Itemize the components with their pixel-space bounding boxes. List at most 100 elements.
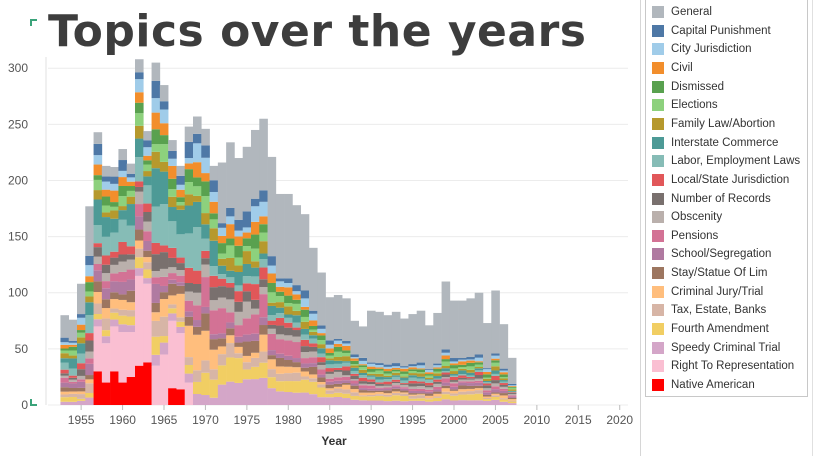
legend-item[interactable]: Fourth Amendment [652,321,769,337]
bar-segment-1958-criminal-jury-trial [101,308,111,319]
bar-segment-1987-civil [342,345,351,351]
legend-swatch [652,304,664,317]
bar-segment-1976-stay-statue-of-lim [251,340,260,353]
bar-segment-1966-elections [168,189,177,197]
x-tick-label: 1985 [316,413,343,427]
bar-segment-1980-civil [284,287,293,296]
bar-segment-1981-family-law-abortion [292,310,302,316]
bar-segment-1956-obscenity [85,351,94,359]
bar-segment-1988-general [350,320,360,355]
legend-item[interactable]: Speedy Criminal Trial [652,340,780,356]
legend-item[interactable]: Criminal Jury/Trial [652,284,763,300]
bar-segment-1955-speedy-criminal-trial [77,400,86,405]
legend-item[interactable]: School/Segregation [652,246,771,262]
bar-segment-1975-interstate-commerce [242,263,252,277]
legend-item[interactable]: Local/State Jurisdiction [652,172,789,188]
bar-segment-1979-local-state-jurisdiction [275,317,285,326]
bar-segment-1964-labor-employment-laws [151,206,161,243]
bar-segment-1993-speedy-criminal-trial [391,400,401,405]
bar-segment-1966-pensions [168,273,177,280]
bar-segment-2002-dismissed [466,362,476,367]
legend-item[interactable]: Family Law/Abortion [652,116,775,132]
bar-segment-1969-local-state-jurisdiction [193,270,202,284]
bar-segment-1976-speedy-criminal-trial [251,379,260,405]
bar-segment-2002-civil [466,360,476,363]
legend-item[interactable]: Right To Representation [652,358,794,374]
bar-segment-1972-criminal-jury-trial [217,346,227,355]
legend-item[interactable]: Tax, Estate, Banks [652,302,766,318]
bar-segment-2006-labor-employment-laws [499,381,509,384]
legend-item[interactable]: Elections [652,97,718,113]
bar-segment-1987-number-of-records [342,370,351,376]
bar-segment-1990-obscenity [367,384,376,386]
bar-segment-1981-local-state-jurisdiction [292,327,302,331]
bar-segment-1974-family-law-abortion [234,265,244,272]
bar-segment-1967-city-jurisdiction [176,184,186,190]
legend-item[interactable]: General [652,4,712,20]
y-tick-label: 150 [8,230,28,244]
bar-segment-1957-family-law-abortion [93,190,103,200]
legend-item[interactable]: Dismissed [652,79,724,95]
bar-segment-2002-city-jurisdiction [466,359,476,361]
bar-segment-1957-labor-employment-laws [93,225,103,244]
bar-segment-2001-interstate-commerce [458,370,467,375]
bar-segment-1993-stay-statue-of-lim [391,388,401,392]
pane-divider [640,0,641,456]
bar-segment-2007-obscenity [507,394,517,396]
bar-segment-2001-school-segregation [458,382,467,386]
bar-segment-2001-obscenity [458,379,467,382]
bar-segment-1967-criminal-jury-trial [176,293,186,318]
bar-segment-1996-obscenity [416,386,426,389]
bar-segment-1989-speedy-criminal-trial [358,400,368,405]
bar-segment-1962-pensions [135,204,144,217]
bar-segment-1970-tax-estate-banks [201,360,210,373]
bar-segment-1958-right-to-representation [101,343,111,383]
legend-item[interactable]: Civil [652,60,693,76]
legend-item[interactable]: Capital Punishment [652,23,771,39]
bar-segment-2003-pensions [474,380,484,383]
bar-segment-1995-school-segregation [408,390,418,394]
legend-item[interactable]: Number of Records [652,191,771,207]
bar-segment-1979-speedy-criminal-trial [275,391,285,405]
legend[interactable]: General Capital Punishment City Jurisdicti… [645,0,808,397]
bar-segment-1963-obscenity [143,221,152,232]
y-tick-label: 300 [8,61,28,75]
bar-segment-1974-school-segregation [234,336,244,343]
bar-segment-1993-capital-punishment [391,363,401,367]
bar-segment-1981-pensions [292,342,302,359]
legend-item[interactable]: Interstate Commerce [652,135,778,151]
bar-segment-1982-tax-estate-banks [300,376,310,380]
bar-segment-1997-capital-punishment [425,369,434,371]
bar-segment-1977-interstate-commerce [259,253,268,259]
bar-segment-1972-pensions [217,308,227,334]
legend-swatch [652,43,664,56]
bar-segment-1983-obscenity [309,351,318,358]
bar-segment-1982-dismissed [300,309,310,317]
bar-segment-1994-school-segregation [400,388,409,391]
bar-segment-1962-native-american [135,365,144,405]
bar-segment-1968-stay-statue-of-lim [184,316,194,326]
bar-segment-1957-right-to-representation [93,326,103,372]
bar-segment-1953-pensions [60,377,70,383]
legend-item[interactable]: Pensions [652,228,718,244]
bar-segment-1965-right-to-representation [159,354,169,405]
bar-segment-1986-civil [333,343,343,347]
legend-item[interactable]: Stay/Statue Of Lim [652,265,768,281]
bar-segment-1982-labor-employment-laws [300,334,310,340]
legend-item[interactable]: Native American [652,377,755,393]
x-tick-label: 2020 [606,413,633,427]
bar-segment-1954-tax-estate-banks [68,393,78,397]
bar-segment-1970-stay-statue-of-lim [201,313,210,331]
bar-segment-1992-family-law-abortion [383,375,393,378]
legend-item[interactable]: City Jurisdiction [652,41,752,57]
bar-segment-1993-labor-employment-laws [391,376,401,380]
bar-segment-1954-civil [68,344,78,347]
legend-item[interactable]: Labor, Employment Laws [652,153,800,169]
bar-segment-1975-elections [242,246,252,252]
bar-segment-1962-capital-punishment [135,72,144,80]
bar-segment-1996-local-state-jurisdiction [416,381,426,384]
bar-segment-1962-fourth-amendment [135,257,144,269]
bar-segment-1981-stay-statue-of-lim [292,362,302,368]
legend-item[interactable]: Obscenity [652,209,722,225]
bar-segment-1998-capital-punishment [433,363,442,366]
